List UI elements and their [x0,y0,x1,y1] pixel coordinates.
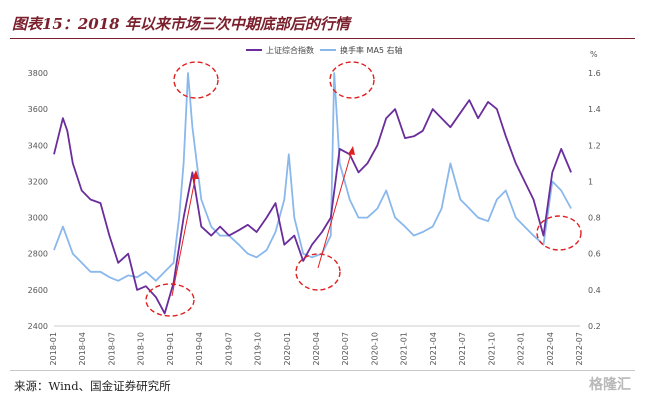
right-tick-label: 0.6 [588,250,601,259]
x-tick-label: 2021-10 [487,332,496,365]
x-tick-label: 2022-07 [575,332,584,365]
left-axis-labels: 2400 2600 2800 3000 3200 3400 3600 3800 [28,69,48,331]
right-axis-unit: % [590,50,598,59]
right-tick-label: 1.6 [588,69,601,78]
left-tick-label: 3800 [28,69,48,78]
right-tick-label: 0.8 [588,214,601,223]
annotation-peak-2019-04 [173,61,219,99]
x-tick-label: 2022-04 [546,332,555,365]
left-tick-label: 3400 [28,141,48,150]
x-axis-labels: 2018-01 2018-04 2018-07 2018-10 2019-01 2019-… [49,332,584,365]
left-tick-label: 3600 [28,105,48,114]
x-tick-label: 2018-07 [107,332,116,365]
annotation-bottom-2019-01 [145,283,195,317]
annotation-arrowhead-2019 [192,170,199,179]
x-tick-label: 2021-04 [429,332,438,365]
series-turnover-line [53,72,572,282]
left-tick-label: 3000 [28,214,48,223]
x-tick-label: 2020-07 [341,332,350,365]
annotation-bottom-2022-04 [536,215,582,251]
x-tick-label: 2021-07 [458,332,467,365]
x-tick-label: 2019-04 [195,332,204,365]
annotation-bottom-2020-04 [295,253,341,291]
x-tick-label: 2019-01 [166,332,175,365]
right-tick-label: 1.4 [588,105,601,114]
right-tick-label: 0.4 [588,286,601,295]
legend: 上证综合指数 换手率 MA5 右轴 [246,45,403,55]
left-tick-label: 2800 [28,250,48,259]
x-tick-label: 2020-01 [283,332,292,365]
x-tick-label: 2019-07 [224,332,233,365]
x-tick-label: 2022-01 [517,332,526,365]
source-note: 来源：Wind、国金证券研究所 [14,379,171,393]
annotation-arrow-2020 [317,149,353,269]
left-tick-label: 3200 [28,177,48,186]
x-tick-label: 2020-04 [312,332,321,365]
legend-label-index: 上证综合指数 [266,45,314,55]
right-tick-label: 1.2 [588,141,601,150]
x-tick-label: 2018-10 [137,332,146,365]
annotation-arrowhead-2020 [348,146,355,155]
title-bar: 图表15：2018 年以来市场三次中期底部后的行情 [10,8,635,39]
footer-divider [10,370,635,371]
right-axis-labels: 0.2 0.4 0.6 0.8 1 1.2 1.4 1.6 [588,69,601,331]
x-tick-label: 2018-04 [78,332,87,365]
x-tick-label: 2020-10 [370,332,379,365]
left-tick-label: 2600 [28,286,48,295]
annotation-arrow-2019 [171,173,197,297]
x-tick-label: 2019-10 [254,332,263,365]
x-tick-label: 2018-01 [49,332,58,365]
left-tick-label: 2400 [28,322,48,331]
legend-label-turnover: 换手率 MA5 右轴 [340,45,403,55]
annotation-peak-2020-07 [329,61,375,99]
right-tick-label: 0.2 [588,322,601,331]
annotations [145,61,582,317]
watermark-logo: 格隆汇 [589,377,631,393]
right-tick-label: 1 [588,177,593,186]
chart-title: 图表15：2018 年以来市场三次中期底部后的行情 [12,15,350,33]
series-index-line [53,99,572,315]
x-tick-label: 2021-01 [400,332,409,365]
